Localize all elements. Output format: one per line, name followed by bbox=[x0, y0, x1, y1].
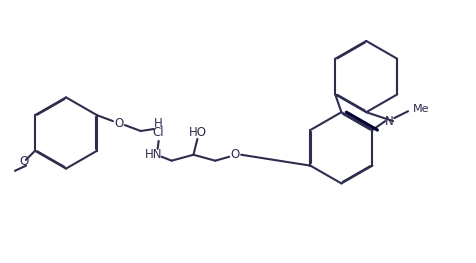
Text: O: O bbox=[230, 148, 240, 161]
Text: O: O bbox=[114, 117, 123, 130]
Text: H: H bbox=[154, 117, 163, 130]
Text: O: O bbox=[20, 155, 29, 168]
Text: N: N bbox=[385, 115, 394, 128]
Text: Me: Me bbox=[413, 104, 429, 114]
Text: HN: HN bbox=[145, 148, 162, 161]
Text: Cl: Cl bbox=[153, 127, 164, 139]
Text: HO: HO bbox=[188, 127, 207, 139]
